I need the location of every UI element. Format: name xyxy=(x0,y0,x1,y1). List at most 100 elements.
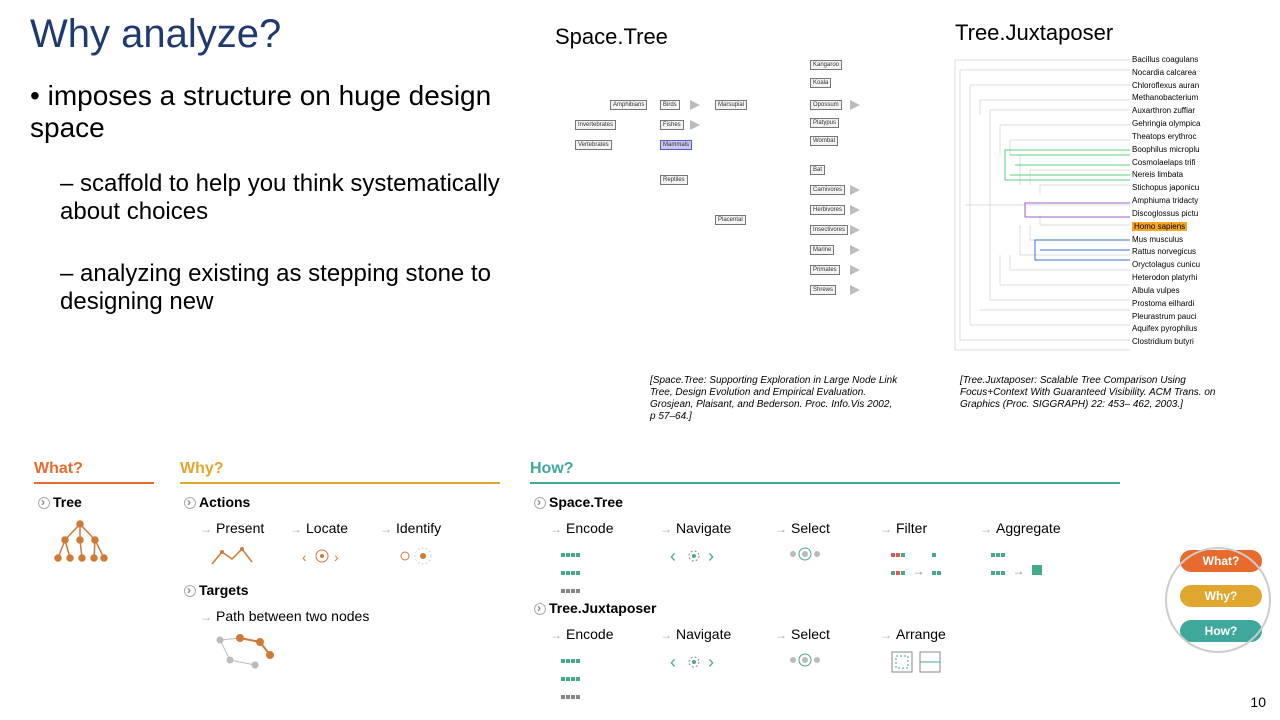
what-underline xyxy=(34,482,154,484)
collapsed-icon xyxy=(850,245,860,255)
item-navigate-1: Navigate xyxy=(660,520,731,536)
select-glyph-icon xyxy=(785,544,835,571)
item-navigate-2: Navigate xyxy=(660,626,731,642)
jx-species-label: Oryctolagus cunicu xyxy=(1132,260,1200,269)
st-node: Placental xyxy=(715,215,746,225)
sub-bullet-1: scaffold to help you think systematicall… xyxy=(60,170,540,225)
header-what: What? xyxy=(34,460,83,478)
locate-icon: ‹› xyxy=(300,544,345,574)
navigate-glyph-icon: ‹› xyxy=(670,544,725,573)
bullet-icon xyxy=(534,497,546,509)
svg-text:‹: ‹ xyxy=(670,546,676,566)
item-path: Path between two nodes xyxy=(200,608,369,624)
encode-glyph-icon xyxy=(560,650,580,704)
label-spacetree: Space.Tree xyxy=(555,24,668,50)
jx-species-label: Methanobacterium xyxy=(1132,93,1198,102)
st-node: Primates xyxy=(810,265,840,275)
identify-icon xyxy=(395,544,435,574)
bullet-icon xyxy=(534,603,546,615)
collapsed-icon xyxy=(850,205,860,215)
spacetree-diagram: Amphibians Invertebrates Vertebrates Bir… xyxy=(560,60,930,360)
aggregate-glyph-icon: → xyxy=(990,544,1043,580)
collapsed-icon xyxy=(850,225,860,235)
present-icon xyxy=(210,544,255,574)
jx-species-label: Boophilus microplu xyxy=(1132,145,1200,154)
navigate-glyph-icon: ‹› xyxy=(670,650,725,679)
item-locate: Locate xyxy=(290,520,348,536)
jx-species-label: Mus musculus xyxy=(1132,235,1183,244)
slide-title: Why analyze? xyxy=(30,12,281,57)
jx-species-label: Homo sapiens xyxy=(1132,222,1187,231)
st-node: Kangaroo xyxy=(810,60,842,70)
collapsed-icon xyxy=(690,120,700,130)
bullet-icon xyxy=(184,497,196,509)
jx-species-label: Heterodon platyrhi xyxy=(1132,273,1197,282)
item-identify: Identify xyxy=(380,520,441,536)
bullet-main: imposes a structure on huge design space xyxy=(30,80,540,144)
st-node: Opossum xyxy=(810,100,842,110)
jx-species-label: Albula vulpes xyxy=(1132,286,1180,295)
collapsed-icon xyxy=(850,285,860,295)
item-actions: Actions xyxy=(184,494,250,510)
jx-species-label: Aquifex pyrophilus xyxy=(1132,324,1197,333)
item-select-2: Select xyxy=(775,626,830,642)
st-node: Bat xyxy=(810,165,825,175)
svg-text:›: › xyxy=(708,546,714,566)
jx-species-label: Cosmolaelaps trifi xyxy=(1132,158,1196,167)
jx-species-label: Theatops erythroc xyxy=(1132,132,1196,141)
tree-glyph-icon xyxy=(50,518,110,568)
jx-species-label: Discoglossus pictu xyxy=(1132,209,1198,218)
treejuxtaposer-diagram: Bacillus coagulansNocardia calcareaChlor… xyxy=(950,55,1245,355)
jx-species-label: Prostoma eilhardi xyxy=(1132,299,1194,308)
item-aggregate: Aggregate xyxy=(980,520,1061,536)
collapsed-icon xyxy=(850,100,860,110)
jx-species-label: Bacillus coagulans xyxy=(1132,55,1198,64)
svg-text:›: › xyxy=(334,549,339,565)
jx-species-label: Auxarthron zuffiar xyxy=(1132,106,1195,115)
st-node: Marsupial xyxy=(715,100,747,110)
jx-species-label: Stichopus japonicu xyxy=(1132,183,1199,192)
jx-species-label: Nereis limbata xyxy=(1132,170,1183,179)
sub-bullet-2: analyzing existing as stepping stone to … xyxy=(60,260,540,315)
pill-circle-icon xyxy=(1158,540,1278,660)
select-glyph-icon xyxy=(785,650,835,677)
jx-species-label: Gehringia olympica xyxy=(1132,119,1200,128)
citation-spacetree: [Space.Tree: Supporting Exploration in L… xyxy=(650,375,900,423)
why-underline xyxy=(180,482,500,484)
jx-species-label: Pleurastrum pauci xyxy=(1132,312,1196,321)
st-node: Invertebrates xyxy=(575,120,616,130)
item-encode-2: Encode xyxy=(550,626,613,642)
svg-text:‹: ‹ xyxy=(302,549,307,565)
item-arrange: Arrange xyxy=(880,626,946,642)
path-icon xyxy=(210,630,280,680)
item-present: Present xyxy=(200,520,264,536)
how-underline xyxy=(530,482,1120,484)
citation-treejuxtaposer: [Tree.Juxtaposer: Scalable Tree Comparis… xyxy=(960,375,1230,411)
st-node: Herbivores xyxy=(810,205,845,215)
svg-text:‹: ‹ xyxy=(670,652,676,672)
item-spacetree: Space.Tree xyxy=(534,494,623,510)
st-node: Insectivores xyxy=(810,225,848,235)
st-node: Carnivores xyxy=(810,185,845,195)
st-node: Platypus xyxy=(810,118,839,128)
item-encode-1: Encode xyxy=(550,520,613,536)
collapsed-icon xyxy=(690,100,700,110)
label-treejuxtaposer: Tree.Juxtaposer xyxy=(955,20,1113,46)
header-why: Why? xyxy=(180,460,224,478)
encode-glyph-icon xyxy=(560,544,580,598)
jx-species-label: Clostridium butyri xyxy=(1132,337,1194,346)
jx-tree-lines xyxy=(950,55,1130,355)
st-node: Vertebrates xyxy=(575,140,612,150)
item-filter: Filter xyxy=(880,520,927,536)
header-how: How? xyxy=(530,460,574,478)
collapsed-icon xyxy=(850,185,860,195)
st-node: Amphibians xyxy=(610,100,647,110)
jx-species-label: Amphiuma tridacty xyxy=(1132,196,1198,205)
item-tree: Tree xyxy=(38,494,82,510)
st-node: Reptiles xyxy=(660,175,688,185)
st-node: Birds xyxy=(660,100,680,110)
item-targets: Targets xyxy=(184,582,249,598)
st-node: Marine xyxy=(810,245,834,255)
svg-text:›: › xyxy=(708,652,714,672)
page-number: 10 xyxy=(1250,694,1266,710)
